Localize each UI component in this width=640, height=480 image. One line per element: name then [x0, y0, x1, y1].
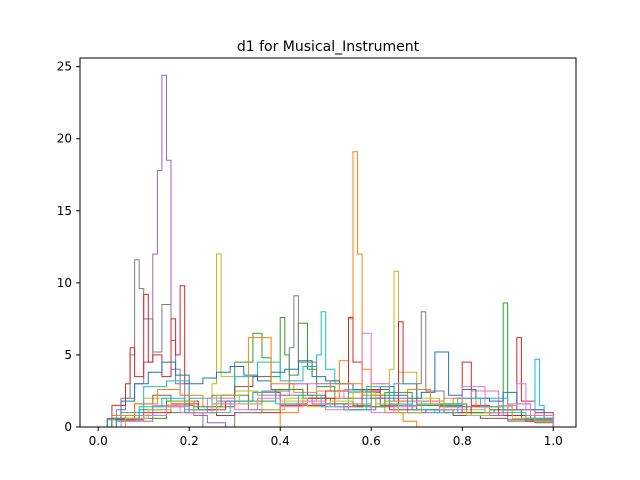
y-axis: 0 5 10 15 20 25 — [57, 60, 80, 434]
x-tick-label: 0.8 — [453, 434, 472, 448]
plot-frame — [79, 57, 577, 428]
y-tick-label: 5 — [64, 348, 72, 362]
x-tick-label: 0.2 — [180, 434, 199, 448]
x-tick-label: 0.4 — [271, 434, 290, 448]
series-layer — [106, 74, 554, 427]
chart-title: d1 for Musical_Instrument — [237, 39, 420, 55]
histogram-series-11 — [106, 351, 554, 427]
y-tick-label: 10 — [57, 276, 72, 290]
x-tick-label: 1.0 — [544, 434, 563, 448]
x-tick-label: 0.0 — [89, 434, 108, 448]
y-tick-label: 25 — [57, 60, 72, 74]
histogram-series-17 — [115, 386, 554, 427]
y-tick-label: 0 — [64, 420, 72, 434]
histogram-series-2 — [279, 151, 418, 427]
histogram-series-16 — [125, 391, 554, 427]
x-axis: 0.0 0.2 0.4 0.6 0.8 1.0 — [89, 427, 563, 448]
x-tick-label: 0.6 — [362, 434, 381, 448]
y-tick-label: 15 — [57, 204, 72, 218]
y-tick-label: 20 — [57, 132, 72, 146]
histogram-series-18 — [120, 386, 554, 427]
